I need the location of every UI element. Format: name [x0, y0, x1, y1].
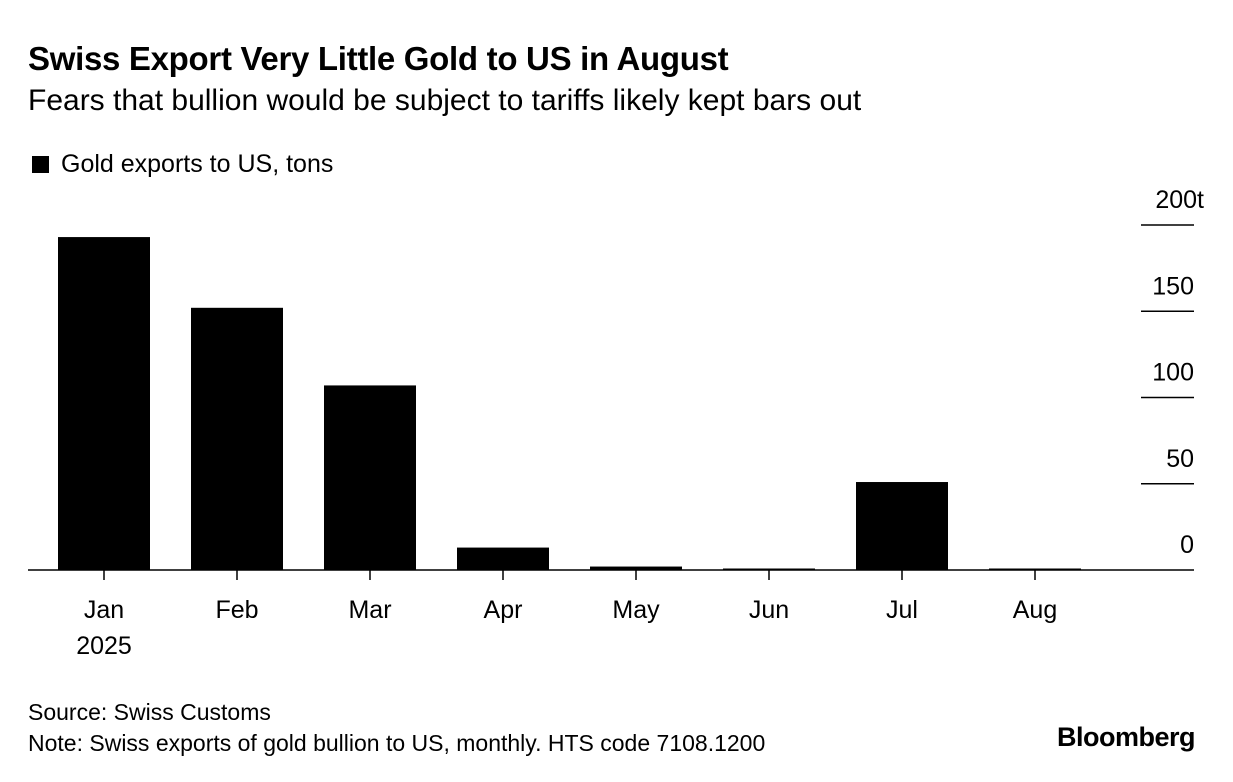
x-tick-label: Jun [749, 596, 789, 624]
source-note: Source: Swiss Customs [28, 699, 271, 725]
bar-may [590, 566, 682, 570]
bar-apr [457, 547, 549, 570]
x-tick-label: Mar [348, 596, 391, 624]
y-tick-label: 100 [1152, 359, 1194, 387]
y-tick-label: 150 [1152, 272, 1194, 300]
legend: Gold exports to US, tons [32, 150, 333, 179]
legend-swatch [32, 156, 49, 173]
bar-mar [324, 385, 416, 570]
x-tick-label: Feb [215, 596, 258, 624]
y-tick-label: 200t [1155, 186, 1204, 214]
x-tick-label: May [612, 596, 660, 624]
chart-subtitle: Fears that bullion would be subject to t… [28, 84, 862, 117]
x-year-label: 2025 [76, 632, 132, 660]
bloomberg-logo: Bloomberg [1056, 722, 1196, 752]
footnote: Note: Swiss exports of gold bullion to U… [28, 730, 766, 756]
chart-title: Swiss Export Very Little Gold to US in A… [28, 40, 729, 77]
x-tick-label: Jul [886, 596, 918, 624]
legend-label: Gold exports to US, tons [61, 150, 334, 178]
bar-jul [856, 482, 948, 570]
y-tick-label: 50 [1166, 445, 1194, 473]
y-tick-label: 0 [1180, 531, 1194, 559]
bar-feb [191, 307, 283, 570]
x-tick-label: Jan [84, 596, 124, 624]
x-tick-label: Apr [484, 596, 523, 624]
x-tick-label: Aug [1013, 596, 1057, 624]
bar-jan [58, 237, 150, 570]
